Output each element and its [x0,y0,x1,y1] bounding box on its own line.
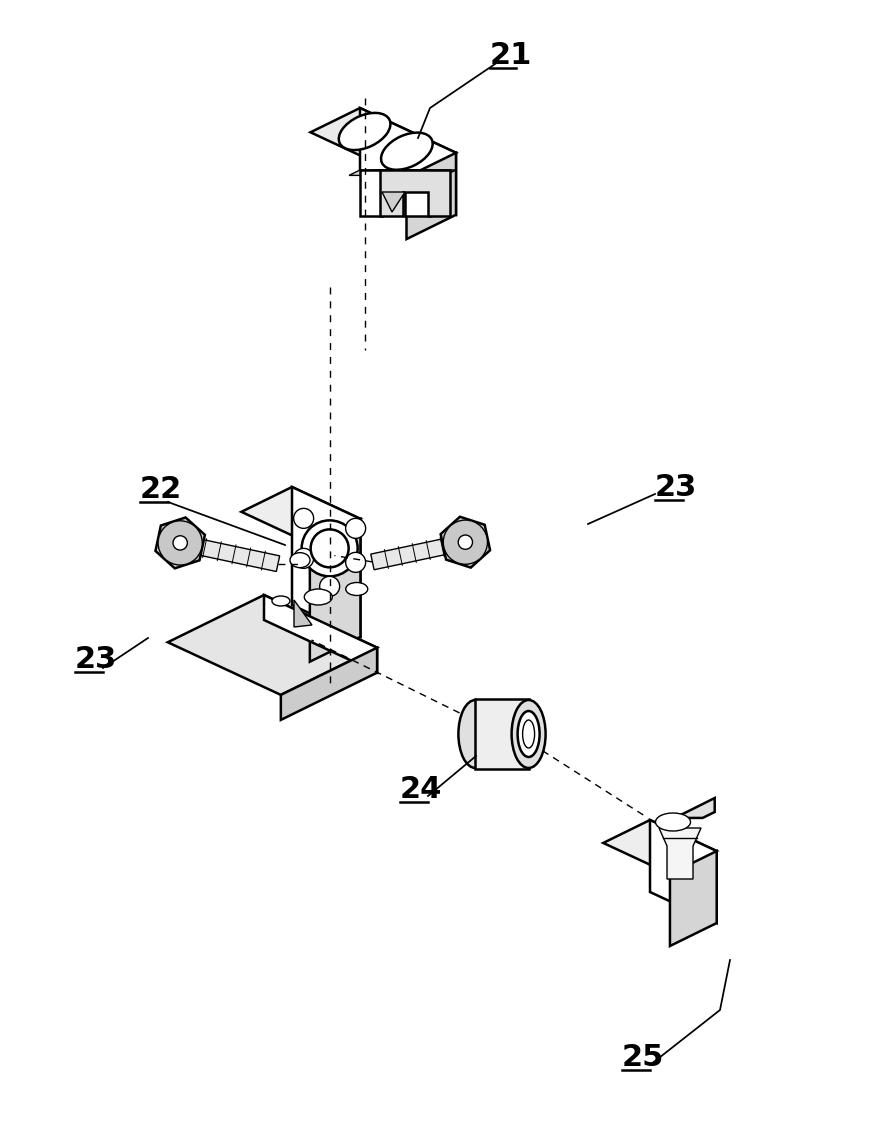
Polygon shape [382,193,405,212]
Polygon shape [178,535,279,572]
Polygon shape [349,170,456,176]
Ellipse shape [271,596,290,606]
Ellipse shape [380,133,432,170]
Ellipse shape [158,521,202,565]
Ellipse shape [301,520,357,577]
Text: 22: 22 [140,475,182,504]
Text: 23: 23 [75,645,117,674]
Ellipse shape [320,577,339,597]
Ellipse shape [293,508,313,528]
Ellipse shape [345,518,365,538]
Polygon shape [658,828,701,879]
Polygon shape [241,488,360,544]
Ellipse shape [338,113,390,150]
Text: 21: 21 [489,41,532,70]
Ellipse shape [457,535,472,549]
Polygon shape [669,851,716,946]
Polygon shape [649,820,716,923]
Ellipse shape [458,700,492,768]
Polygon shape [371,535,466,570]
Polygon shape [440,517,490,568]
Ellipse shape [522,720,534,748]
Polygon shape [475,699,528,769]
Text: 23: 23 [654,474,696,502]
Polygon shape [155,518,205,569]
Polygon shape [673,798,714,817]
Polygon shape [263,595,377,672]
Polygon shape [310,108,456,177]
Ellipse shape [173,536,187,551]
Text: 25: 25 [622,1044,664,1072]
Polygon shape [281,647,377,720]
Polygon shape [309,519,360,662]
Polygon shape [379,170,450,216]
Polygon shape [293,600,312,627]
Polygon shape [602,820,716,874]
Ellipse shape [517,711,539,757]
Polygon shape [406,153,456,239]
Ellipse shape [290,553,310,568]
Ellipse shape [443,520,487,564]
Ellipse shape [511,700,545,768]
Polygon shape [168,595,377,695]
Polygon shape [291,488,360,637]
Polygon shape [371,170,428,194]
Ellipse shape [345,582,367,596]
Ellipse shape [304,589,332,605]
Text: 24: 24 [399,776,442,804]
Polygon shape [360,108,456,215]
Ellipse shape [345,553,365,572]
Ellipse shape [310,529,349,568]
Ellipse shape [655,813,690,831]
Polygon shape [360,170,429,216]
Ellipse shape [293,548,313,569]
